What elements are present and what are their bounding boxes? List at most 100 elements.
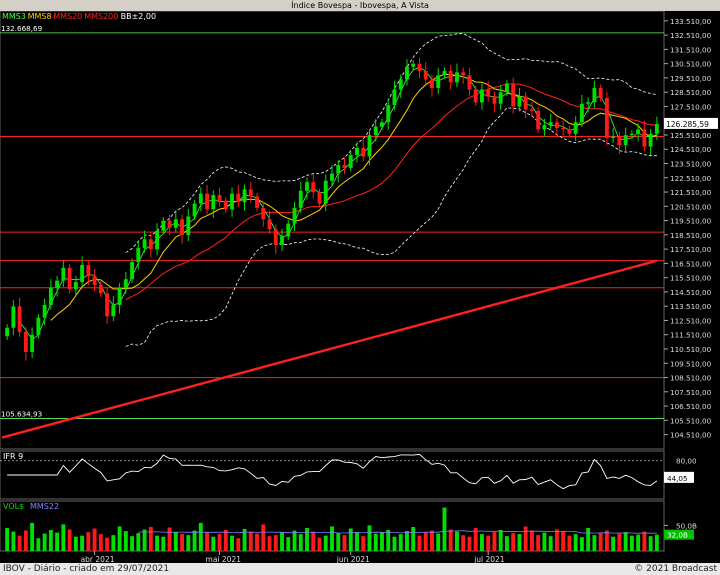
candle-body (554, 122, 559, 128)
volume-title: VOL$ (3, 502, 24, 511)
candle-body (136, 247, 141, 263)
price-panel (0, 11, 665, 450)
volume-bar (317, 537, 322, 551)
candle-body (411, 63, 416, 67)
volume-bar (373, 533, 378, 551)
y-tick-label: 127.510,00 (670, 102, 712, 111)
volume-bar (148, 526, 153, 551)
candle-body (467, 75, 472, 90)
y-tick-label: 124.510,00 (670, 145, 712, 154)
candle-body (5, 327, 10, 337)
volume-bar (130, 536, 135, 551)
volume-bar (280, 532, 284, 551)
candle-body (648, 133, 653, 147)
candle-body (386, 105, 391, 123)
status-footer: IBOV - Diário - criado em 29/07/2021 © 2… (0, 563, 720, 575)
volume-bar (242, 529, 247, 551)
candle-body (180, 219, 184, 235)
volume-bar (529, 530, 534, 551)
y-tick-label: 106.510,00 (670, 402, 712, 411)
volume-bar (167, 527, 172, 551)
candle-body (611, 136, 616, 138)
y-tick-label: 108.510,00 (670, 374, 712, 383)
reference-label: 105.634,93 (1, 410, 42, 419)
volume-bar (23, 530, 28, 551)
volume-bar (579, 537, 584, 551)
candle-body (442, 70, 447, 76)
candle-body (423, 70, 428, 80)
y-tick-label: 128.510,00 (670, 88, 712, 97)
ifr-level-label: 80,00 (676, 457, 697, 466)
candle-body (373, 126, 378, 136)
candle-body (529, 109, 534, 111)
candle-body (561, 127, 566, 130)
candle-body (173, 219, 178, 228)
ifr-line (7, 453, 658, 490)
volume-ma-line (138, 530, 657, 534)
candle-body (567, 129, 572, 134)
candle-body (73, 282, 78, 290)
y-tick-label: 133.510,00 (670, 17, 712, 26)
volume-bar (492, 532, 497, 551)
legend-entry: MMS200 (84, 12, 118, 21)
candle-body (448, 70, 453, 83)
volume-bar (267, 536, 272, 551)
candle-body (305, 182, 309, 191)
y-tick-label: 122.510,00 (670, 174, 712, 183)
volume-bar (98, 534, 103, 551)
volume-bar (561, 531, 566, 551)
volume-bar (11, 531, 16, 551)
volume-bar (542, 532, 547, 551)
bollinger-upper (125, 33, 657, 253)
candle-body (380, 122, 384, 127)
candle-body (261, 207, 266, 220)
candle-body (455, 72, 459, 83)
y-tick-label: 112.510,00 (670, 316, 712, 325)
volume-bar (380, 532, 384, 551)
volume-last-label: 32,0B (667, 531, 688, 540)
candle-body (492, 96, 497, 104)
candle-body (311, 182, 316, 193)
legend-entry: MMS3 (2, 12, 26, 21)
volume-bar (448, 529, 453, 551)
volume-bar (367, 525, 372, 551)
volume-bar (42, 533, 47, 551)
volume-bar (86, 532, 91, 551)
candle-body (586, 102, 591, 104)
volume-bar (161, 536, 166, 551)
y-tick-label: 115.510,00 (670, 274, 712, 283)
candle-body (542, 125, 547, 130)
volume-bar (573, 534, 578, 551)
candle-body (61, 267, 66, 281)
x-tick-label: abr 2021 (81, 555, 115, 563)
volume-bar (155, 535, 160, 551)
volume-ma-title: MMS22 (30, 502, 59, 511)
candle-body (317, 192, 322, 204)
candle-body (86, 264, 91, 277)
volume-bar (423, 532, 428, 551)
candle-body (48, 287, 53, 305)
candle-body (111, 304, 116, 317)
candle-body (523, 96, 528, 110)
candle-body (211, 195, 216, 210)
volume-bar (292, 530, 297, 551)
y-tick-label: 130.510,00 (670, 60, 712, 69)
volume-bar (248, 531, 253, 551)
y-tick-label: 107.510,00 (670, 388, 712, 397)
volume-bar (61, 524, 66, 551)
candle-body (117, 287, 122, 305)
candle-body (367, 135, 372, 157)
volume-tick-label: 50,0B (676, 521, 697, 530)
volume-bar (567, 535, 572, 551)
volume-bar (361, 536, 366, 551)
volume-bar (548, 536, 553, 551)
candle-body (298, 190, 303, 208)
candle-body (186, 216, 191, 235)
candle-body (654, 123, 659, 134)
candle-body (292, 207, 297, 224)
volume-bar (517, 534, 522, 551)
volume-bar (486, 535, 491, 551)
mms8-line (50, 73, 658, 321)
chart-area[interactable]: 133.510,00 132.510,00 131.510,00 130.510,00… (0, 11, 720, 563)
candle-body (148, 239, 153, 250)
